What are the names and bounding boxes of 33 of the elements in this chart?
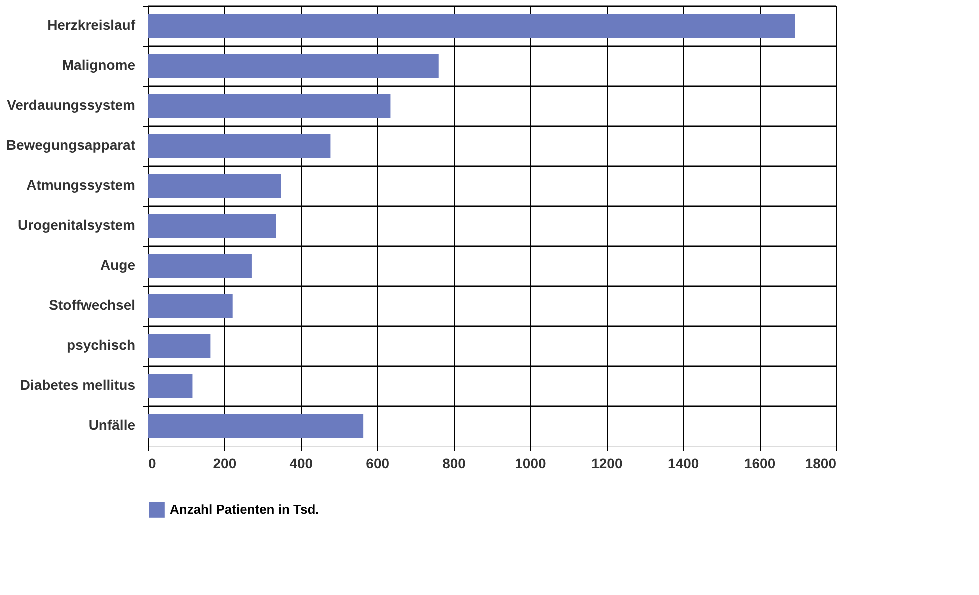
y-tick-label: Atmungssystem [26,177,136,193]
x-tick-label: 200 [213,456,237,472]
y-tick-label: Unfälle [88,417,136,433]
x-tick-label: 600 [366,456,390,472]
bar [148,54,439,78]
bar [148,374,193,398]
y-tick-label: Stoffwechsel [49,297,136,313]
bar [148,174,282,198]
x-tick-label: 1000 [515,456,547,472]
x-tick-label: 400 [290,456,314,472]
bar [148,134,331,158]
x-tick-label: 1200 [592,456,623,472]
bar [148,254,252,278]
x-tick-label: 800 [442,456,466,472]
bar [148,334,211,358]
bar [148,294,233,318]
bar [148,94,391,118]
y-tick-label: Verdauungssystem [7,97,136,113]
y-tick-label: Bewegungsapparat [6,137,136,153]
y-tick-label: Malignome [62,57,136,73]
x-tick-label: 1600 [744,456,776,472]
legend-label: Anzahl Patienten in Tsd. [170,502,320,517]
x-tick-label: 1400 [668,456,700,472]
y-tick-label: Herzkreislauf [48,17,136,33]
y-tick-label: Urogenitalsystem [18,217,136,233]
y-tick-label: psychisch [67,337,136,353]
bar [148,214,276,238]
y-tick-label: Diabetes mellitus [20,377,136,393]
bar [148,414,364,438]
x-tick-label: 0 [148,456,156,472]
x-tick-label: 1800 [805,456,837,472]
y-tick-label: Auge [100,257,136,273]
bar [148,14,796,38]
